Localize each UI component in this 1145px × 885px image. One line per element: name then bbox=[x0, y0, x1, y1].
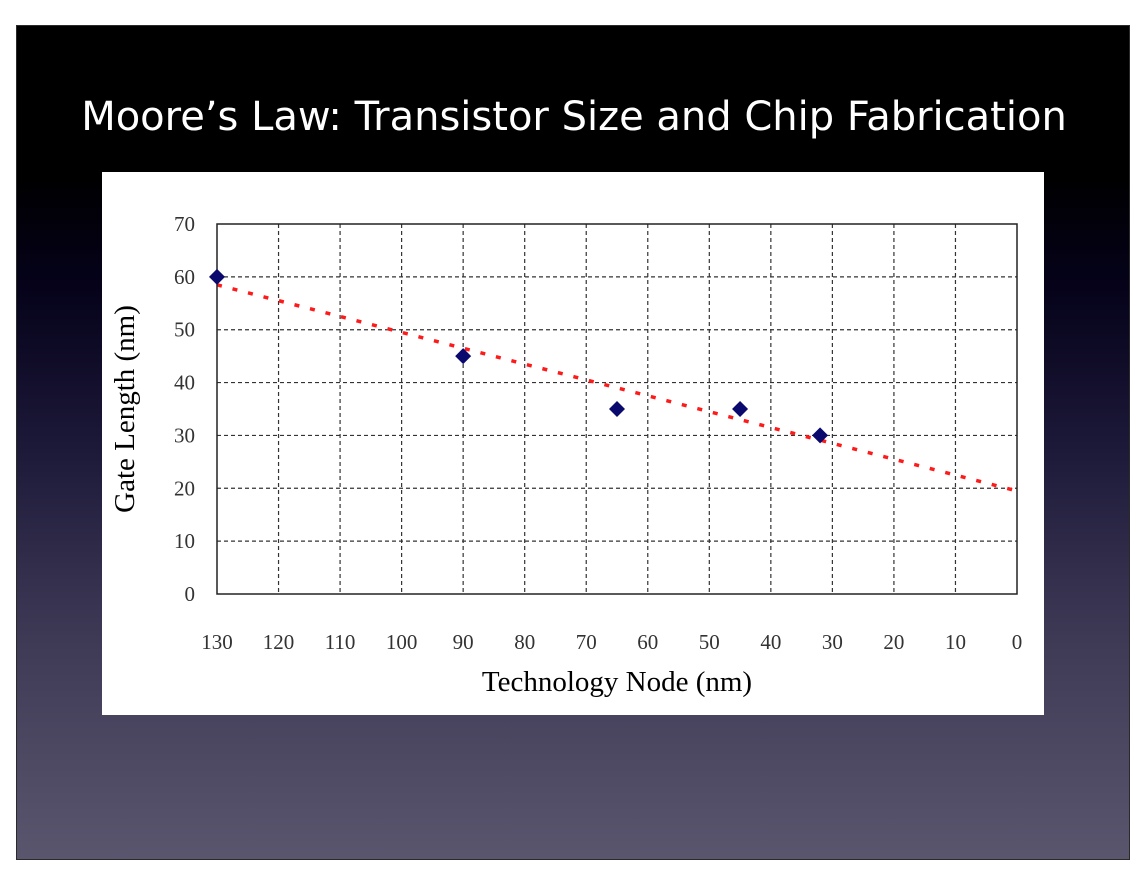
y-tick-labels: 0 10 20 30 40 50 60 70 bbox=[174, 212, 195, 606]
chart-panel: 0 10 20 30 40 50 60 70 130 120 110 100 90 80 70 60 50 40… bbox=[102, 172, 1044, 715]
trendline-layer bbox=[216, 283, 1018, 493]
y-tick-label: 30 bbox=[174, 423, 195, 447]
x-tick-label: 70 bbox=[576, 630, 597, 654]
x-tick-label: 30 bbox=[822, 630, 843, 654]
data-point-diamond bbox=[609, 401, 625, 417]
x-tick-label: 80 bbox=[514, 630, 535, 654]
x-tick-label: 100 bbox=[386, 630, 418, 654]
data-point-diamond bbox=[209, 268, 225, 285]
y-tick-label: 20 bbox=[174, 476, 195, 500]
y-tick-label: 70 bbox=[174, 212, 195, 236]
x-tick-label: 60 bbox=[637, 630, 658, 654]
y-tick-label: 50 bbox=[174, 318, 195, 342]
plot-border bbox=[216, 223, 1018, 595]
y-tick-label: 40 bbox=[174, 371, 195, 395]
grid-lines bbox=[217, 224, 1017, 594]
x-tick-label: 40 bbox=[760, 630, 781, 654]
x-tick-label: 120 bbox=[263, 630, 295, 654]
y-axis-label: Gate Length (nm) bbox=[109, 305, 141, 513]
x-axis-label: Technology Node (nm) bbox=[482, 666, 752, 698]
x-tick-label: 50 bbox=[699, 630, 720, 654]
x-tick-label: 10 bbox=[945, 630, 966, 654]
y-tick-label: 60 bbox=[174, 265, 195, 289]
x-tick-label: 20 bbox=[883, 630, 904, 654]
slide: Moore’s Law: Transistor Size and Chip Fa… bbox=[16, 25, 1130, 860]
plot-frame bbox=[216, 223, 1018, 595]
x-tick-labels: 130 120 110 100 90 80 70 60 50 40 30 20 10 0 bbox=[201, 630, 1022, 654]
data-point-diamond bbox=[455, 348, 472, 365]
y-tick-label: 0 bbox=[185, 582, 196, 606]
trendline bbox=[216, 283, 1018, 493]
data-point-diamond bbox=[812, 427, 829, 444]
x-tick-label: 110 bbox=[325, 630, 356, 654]
data-points bbox=[209, 268, 829, 444]
x-tick-label: 0 bbox=[1012, 630, 1023, 654]
y-tick-label: 10 bbox=[174, 529, 195, 553]
x-tick-label: 90 bbox=[453, 630, 474, 654]
slide-title: Moore’s Law: Transistor Size and Chip Fa… bbox=[81, 94, 1067, 140]
data-point-diamond bbox=[732, 401, 749, 417]
x-tick-label: 130 bbox=[201, 630, 233, 654]
